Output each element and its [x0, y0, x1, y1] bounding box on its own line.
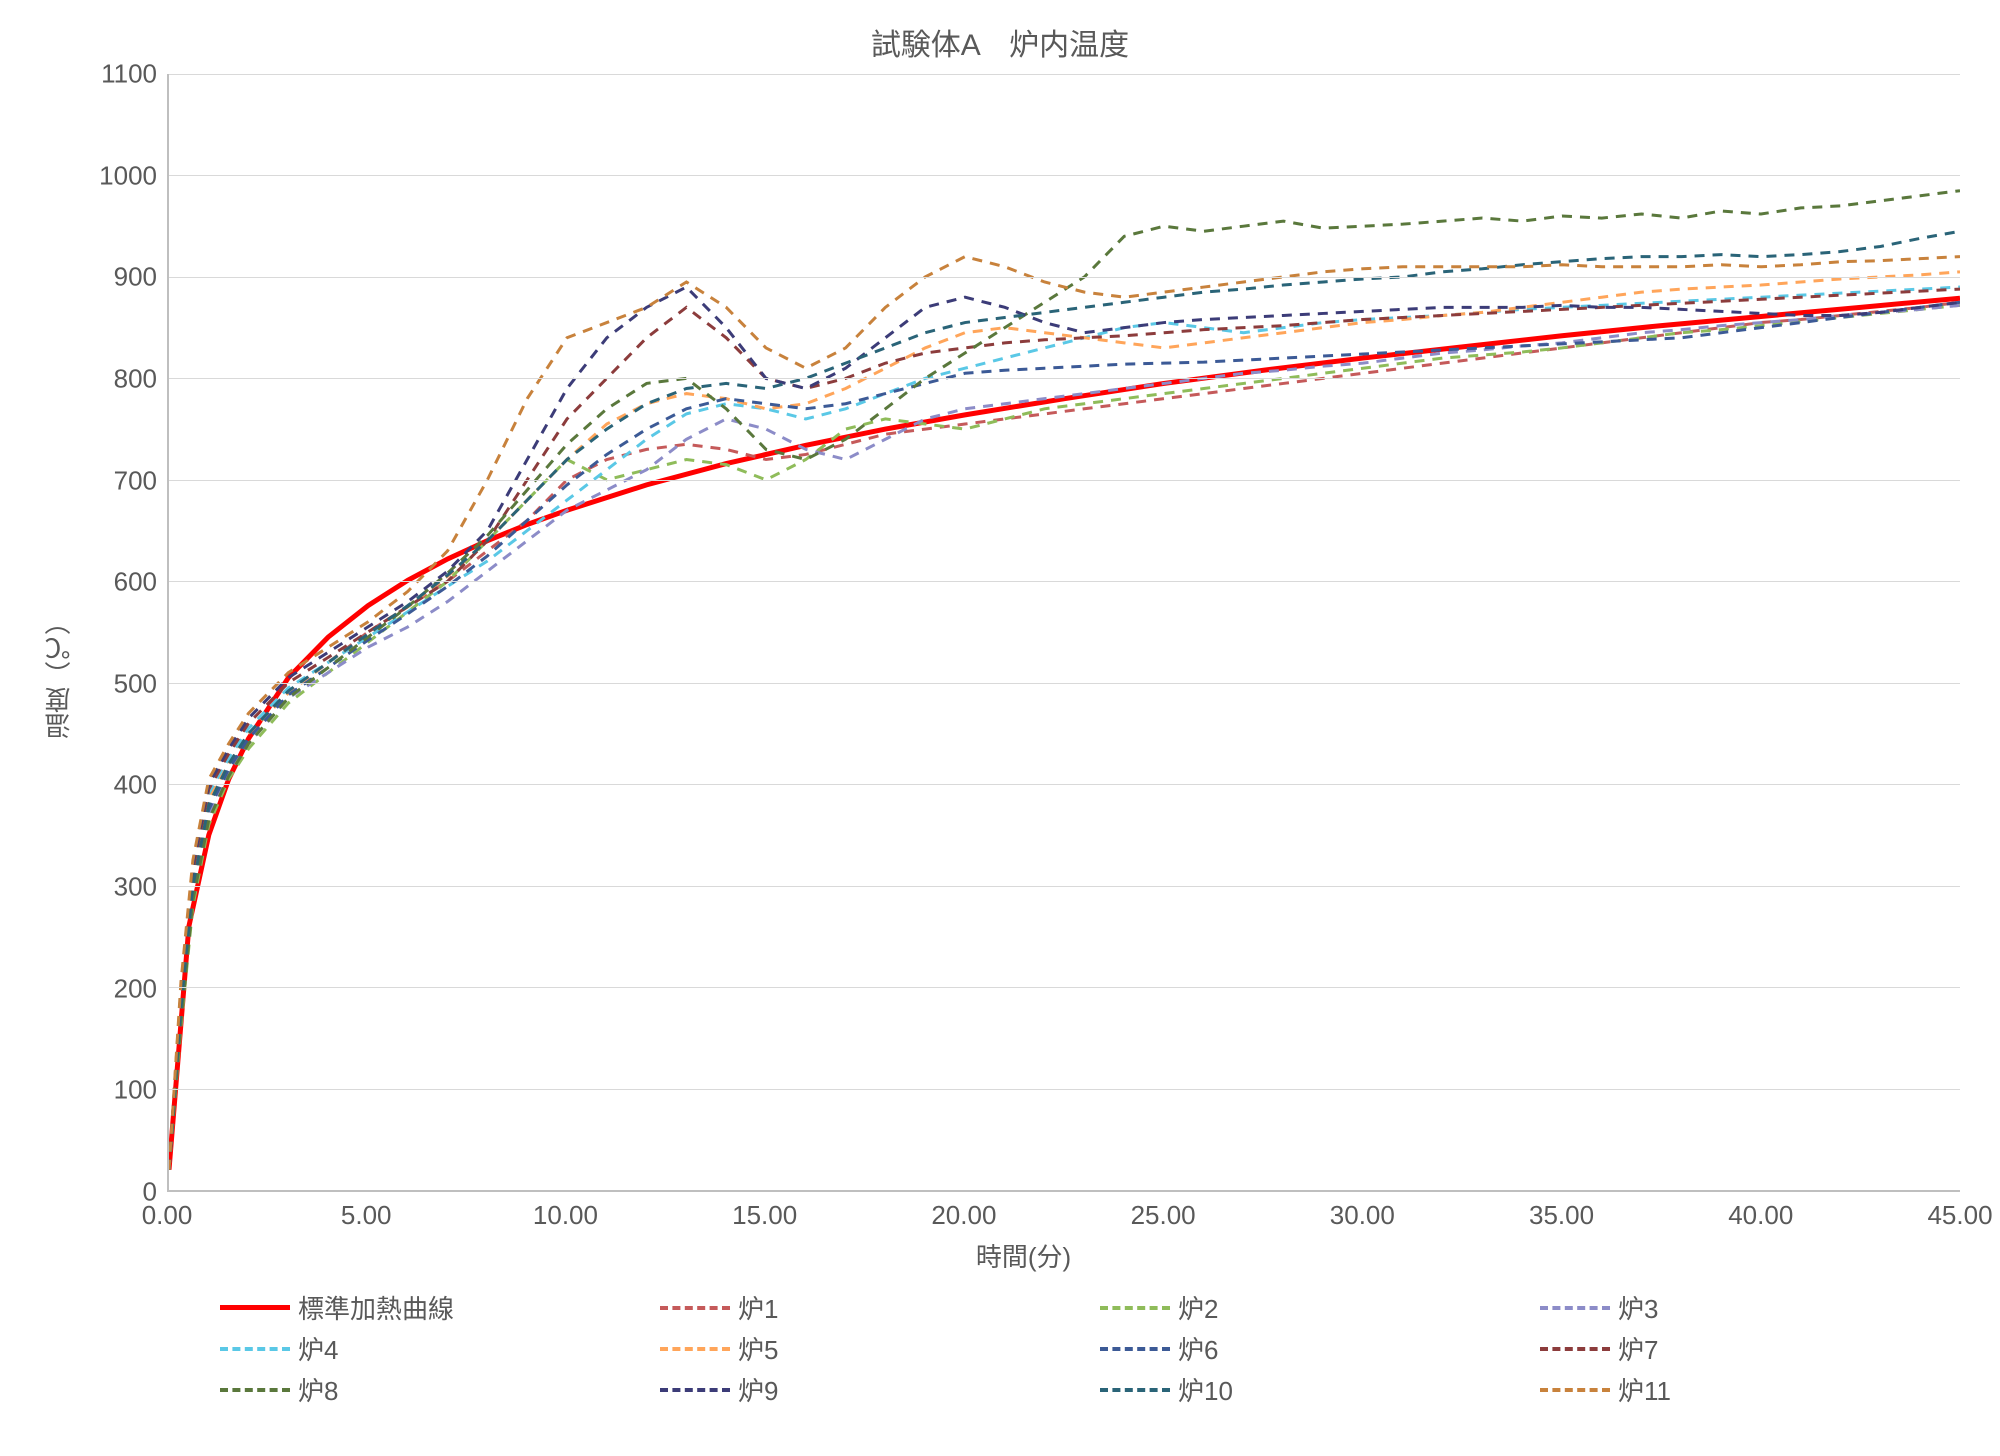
plot-with-axes: 010020030040050060070080090010001100 0.0… — [87, 74, 1960, 1274]
gridline — [169, 683, 1960, 684]
chart-container: 試験体A 炉内温度 温度（℃） 010020030040050060070080… — [40, 20, 1960, 1436]
y-tick-label: 700 — [114, 465, 157, 496]
gridline — [169, 277, 1960, 278]
plot-area — [167, 74, 1960, 1192]
x-tick-label: 10.00 — [533, 1200, 598, 1231]
legend-swatch — [220, 1347, 290, 1351]
legend-swatch — [660, 1306, 730, 1310]
legend-item: 炉10 — [1100, 1371, 1520, 1408]
legend-swatch — [220, 1388, 290, 1392]
legend-item: 炉1 — [660, 1289, 1080, 1326]
x-tick-label: 45.00 — [1927, 1200, 1992, 1231]
legend-label: 炉9 — [738, 1371, 778, 1408]
legend-item: 炉5 — [660, 1330, 1080, 1367]
gridline — [169, 987, 1960, 988]
y-tick-label: 100 — [114, 1075, 157, 1106]
legend-label: 炉6 — [1178, 1330, 1218, 1367]
series-line — [169, 302, 1960, 1169]
y-tick-label: 200 — [114, 973, 157, 1004]
x-tick-label: 25.00 — [1131, 1200, 1196, 1231]
y-tick-label: 600 — [114, 567, 157, 598]
gridline — [169, 480, 1960, 481]
legend-item: 炉11 — [1540, 1371, 1960, 1408]
gridline — [169, 581, 1960, 582]
x-tick-label: 35.00 — [1529, 1200, 1594, 1231]
gridline — [169, 74, 1960, 75]
gridline — [169, 175, 1960, 176]
series-line — [169, 305, 1960, 1169]
legend-label: 炉3 — [1618, 1289, 1658, 1326]
legend-swatch — [1100, 1388, 1170, 1392]
legend-item: 炉4 — [220, 1330, 640, 1367]
y-axis-label: 温度（℃） — [40, 609, 77, 739]
legend-item: 炉9 — [660, 1371, 1080, 1408]
chart-svg — [169, 74, 1960, 1190]
x-tick-label: 15.00 — [732, 1200, 797, 1231]
legend-swatch — [1540, 1388, 1610, 1392]
legend-label: 炉8 — [298, 1371, 338, 1408]
legend-item: 炉7 — [1540, 1330, 1960, 1367]
legend-swatch — [660, 1388, 730, 1392]
legend-item: 炉2 — [1100, 1289, 1520, 1326]
legend-swatch — [220, 1305, 290, 1310]
y-tick-label: 1100 — [101, 59, 157, 90]
x-tick-label: 40.00 — [1728, 1200, 1793, 1231]
series-line — [169, 257, 1960, 1170]
gridline — [169, 886, 1960, 887]
y-tick-label: 300 — [114, 872, 157, 903]
y-tick-label: 500 — [114, 668, 157, 699]
legend-label: 炉10 — [1178, 1371, 1233, 1408]
legend-label: 炉4 — [298, 1330, 338, 1367]
series-line — [169, 287, 1960, 1170]
x-ticks: 0.005.0010.0015.0020.0025.0030.0035.0040… — [167, 1192, 1960, 1232]
chart-title: 試験体A 炉内温度 — [40, 20, 1960, 64]
legend: 標準加熱曲線 炉1 炉2 炉3 炉4 炉5 炉6 炉7 炉8 炉9 炉10 炉11 — [220, 1289, 1960, 1408]
gridline — [169, 378, 1960, 379]
legend-label: 標準加熱曲線 — [298, 1289, 454, 1326]
gridline — [169, 1089, 1960, 1090]
x-tick-label: 5.00 — [341, 1200, 392, 1231]
legend-label: 炉11 — [1618, 1371, 1671, 1408]
legend-swatch — [660, 1347, 730, 1351]
x-tick-label: 30.00 — [1330, 1200, 1395, 1231]
gridline — [169, 784, 1960, 785]
legend-label: 炉2 — [1178, 1289, 1218, 1326]
series-line — [169, 231, 1960, 1169]
legend-swatch — [1100, 1306, 1170, 1310]
x-axis-label: 時間(分) — [87, 1237, 1960, 1274]
y-ticks: 010020030040050060070080090010001100 — [87, 74, 167, 1192]
plot-row: 010020030040050060070080090010001100 — [87, 74, 1960, 1192]
legend-swatch — [1540, 1347, 1610, 1351]
y-tick-label: 900 — [114, 262, 157, 293]
plot-wrapper: 温度（℃） 0100200300400500600700800900100011… — [40, 74, 1960, 1274]
x-tick-label: 0.00 — [142, 1200, 193, 1231]
legend-item: 炉6 — [1100, 1330, 1520, 1367]
series-line — [169, 289, 1960, 1170]
series-line — [169, 302, 1960, 1169]
legend-item: 標準加熱曲線 — [220, 1289, 640, 1326]
legend-label: 炉1 — [738, 1289, 778, 1326]
legend-item: 炉8 — [220, 1371, 640, 1408]
y-tick-label: 400 — [114, 770, 157, 801]
series-line — [169, 287, 1960, 1170]
legend-label: 炉5 — [738, 1330, 778, 1367]
series-line — [169, 298, 1960, 1169]
y-tick-label: 800 — [114, 363, 157, 394]
legend-swatch — [1100, 1347, 1170, 1351]
series-line — [169, 305, 1960, 1169]
legend-item: 炉3 — [1540, 1289, 1960, 1326]
x-tick-label: 20.00 — [931, 1200, 996, 1231]
legend-label: 炉7 — [1618, 1330, 1658, 1367]
legend-swatch — [1540, 1306, 1610, 1310]
y-tick-label: 1000 — [99, 160, 157, 191]
